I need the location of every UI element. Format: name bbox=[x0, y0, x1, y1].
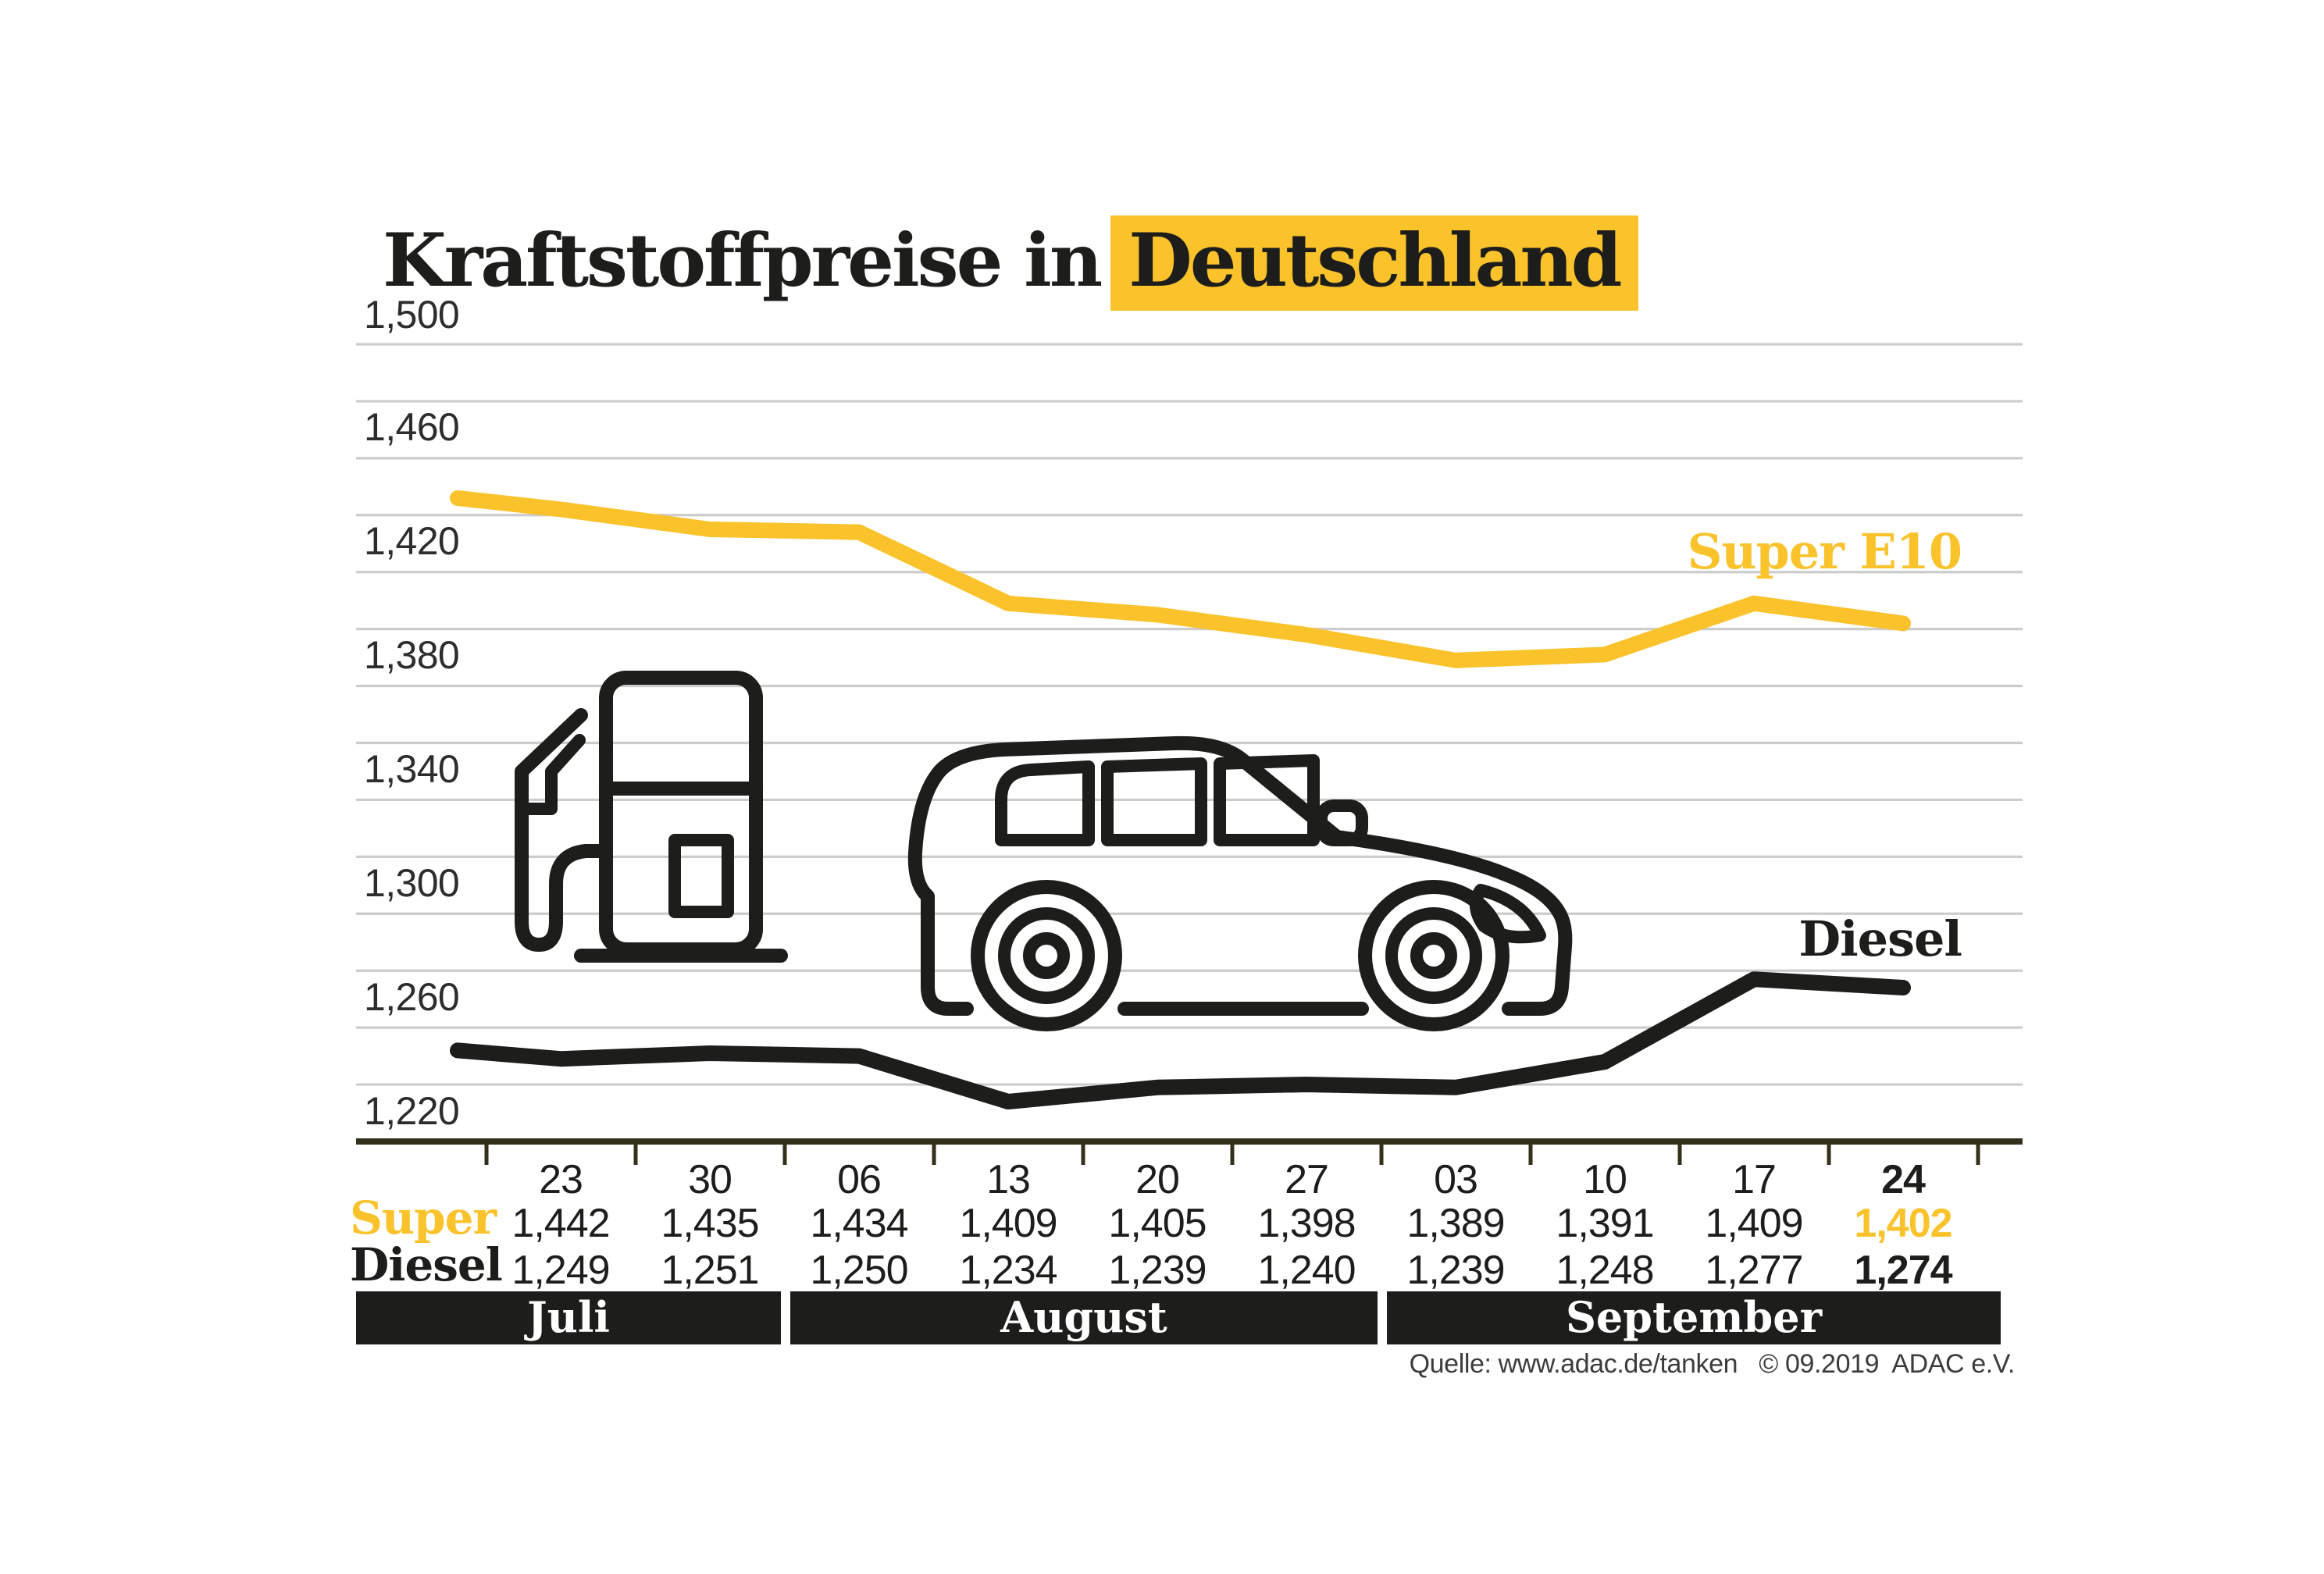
month-bar-juli: Juli bbox=[356, 1291, 781, 1344]
super-price-cell: 1,402 bbox=[1854, 1199, 1952, 1246]
page-title: Kraftstoffpreise in Deutschland bbox=[383, 215, 1639, 311]
month-bar-label: September bbox=[1565, 1294, 1823, 1342]
row-label-diesel: Diesel bbox=[350, 1238, 503, 1291]
row-label-super: Super bbox=[350, 1191, 497, 1245]
title-highlight: Deutschland bbox=[1110, 215, 1639, 311]
y-axis-label: 1,220 bbox=[364, 1090, 460, 1134]
x-axis-date: 03 bbox=[1434, 1156, 1478, 1202]
y-axis-label: 1,380 bbox=[364, 634, 460, 678]
car-icon bbox=[907, 735, 1573, 1031]
diesel-price-cell: 1,234 bbox=[959, 1246, 1057, 1293]
super-price-cell: 1,434 bbox=[810, 1199, 908, 1246]
x-axis-date: 23 bbox=[539, 1156, 583, 1202]
x-axis-date: 13 bbox=[986, 1156, 1031, 1202]
y-axis-label: 1,340 bbox=[364, 748, 460, 792]
diesel-price-cell: 1,240 bbox=[1257, 1246, 1356, 1293]
x-axis bbox=[356, 1138, 2023, 1165]
month-bar-label: Juli bbox=[527, 1294, 610, 1342]
super-price-cell: 1,442 bbox=[511, 1199, 610, 1246]
legend-super-e10: Super E10 bbox=[1687, 525, 1962, 581]
super-price-cell: 1,409 bbox=[1705, 1199, 1803, 1246]
x-axis-date: 30 bbox=[688, 1156, 732, 1202]
x-axis-date: 10 bbox=[1583, 1156, 1627, 1202]
diesel-price-cell: 1,277 bbox=[1705, 1246, 1803, 1293]
y-axis-label: 1,260 bbox=[364, 976, 460, 1020]
legend-diesel: Diesel bbox=[1798, 912, 1962, 968]
diesel-price-cell: 1,274 bbox=[1854, 1246, 1952, 1293]
series-diesel bbox=[450, 971, 1911, 1109]
source-note: Quelle: www.adac.de/tanken © 09.2019 ADA… bbox=[1409, 1349, 2016, 1379]
series-super-e10 bbox=[450, 490, 1911, 668]
month-bar-label: August bbox=[1000, 1294, 1167, 1342]
super-price-cell: 1,435 bbox=[661, 1199, 759, 1246]
x-axis-date: 20 bbox=[1135, 1156, 1180, 1202]
series-lines bbox=[450, 490, 1911, 1109]
fuel-pump-icon bbox=[515, 671, 788, 963]
month-bar-august: August bbox=[790, 1291, 1378, 1344]
super-price-cell: 1,409 bbox=[959, 1199, 1057, 1246]
month-bar-september: September bbox=[1387, 1291, 2001, 1344]
y-axis-label: 1,420 bbox=[364, 520, 460, 564]
x-axis-date: 27 bbox=[1285, 1156, 1329, 1202]
diesel-price-cell: 1,239 bbox=[1406, 1246, 1505, 1293]
title-text: Kraftstoffpreise in bbox=[383, 219, 1103, 304]
y-axis-label: 1,500 bbox=[364, 293, 460, 337]
y-axis-label: 1,460 bbox=[364, 406, 460, 450]
gridlines bbox=[356, 343, 2023, 1086]
diesel-price-cell: 1,249 bbox=[511, 1246, 610, 1293]
x-axis-date: 24 bbox=[1881, 1156, 1926, 1202]
diesel-price-cell: 1,239 bbox=[1108, 1246, 1207, 1293]
diesel-price-cell: 1,248 bbox=[1556, 1246, 1654, 1293]
diesel-price-cell: 1,250 bbox=[810, 1246, 908, 1293]
super-price-cell: 1,389 bbox=[1406, 1199, 1505, 1246]
y-axis-label: 1,300 bbox=[364, 862, 460, 906]
super-price-cell: 1,391 bbox=[1556, 1199, 1654, 1246]
super-price-cell: 1,405 bbox=[1108, 1199, 1207, 1246]
x-axis-date: 17 bbox=[1732, 1156, 1777, 1202]
diesel-price-cell: 1,251 bbox=[661, 1246, 759, 1293]
super-price-cell: 1,398 bbox=[1257, 1199, 1356, 1246]
x-axis-date: 06 bbox=[837, 1156, 882, 1202]
